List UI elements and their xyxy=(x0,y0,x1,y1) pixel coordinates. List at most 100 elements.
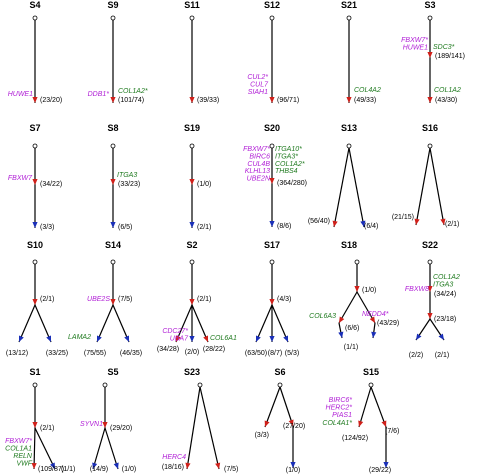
tree-edge xyxy=(104,427,119,470)
gene-label: SIAH1 xyxy=(248,89,268,96)
branch-arrowhead xyxy=(175,335,181,342)
root-node xyxy=(346,143,352,149)
gene-label: ITGA3 xyxy=(117,172,137,179)
branch-arrowhead xyxy=(290,462,296,468)
panel-s9: S9 (101/74) xyxy=(107,0,144,104)
branch-arrowhead xyxy=(189,179,195,185)
branch-count: (8/6) xyxy=(277,223,291,230)
branch-count: (1/0) xyxy=(122,466,136,473)
branch-count: (27/20) xyxy=(283,423,305,430)
gene-label: CDC27* xyxy=(162,328,188,335)
tree-edge xyxy=(370,386,387,428)
branch-count: (2/1) xyxy=(40,296,54,303)
root-node xyxy=(110,143,116,149)
gene-label: SDC3* xyxy=(433,44,455,51)
branch-count: (2/0) xyxy=(185,349,199,356)
panel-s8: S8 (33/23) (6/5) ITGA3 xyxy=(107,123,140,231)
branch-count: (189/141) xyxy=(435,53,465,60)
gene-label: COL1A1 xyxy=(5,446,32,453)
branch-arrowhead xyxy=(283,335,289,342)
root-node xyxy=(277,382,283,388)
gene-label: SYVN1 xyxy=(80,421,103,428)
branch-arrowhead xyxy=(264,420,270,427)
panel-title: S22 xyxy=(422,240,438,250)
panel-s22: S22 (34/24) (23/18) (2/2) (2/1) FBXW8 COL1A2IT… xyxy=(405,240,460,359)
tree-edge xyxy=(96,304,114,343)
root-node xyxy=(102,382,108,388)
branch-arrowhead xyxy=(416,333,422,340)
gene-label: FBXW7* xyxy=(401,37,428,44)
branch-arrowhead xyxy=(185,462,191,469)
branch-count: (23/18) xyxy=(434,316,456,323)
branch-count: (34/22) xyxy=(40,181,62,188)
root-node xyxy=(346,15,352,21)
branch-arrowhead xyxy=(427,97,433,103)
branch-arrowhead xyxy=(354,286,360,292)
branch-arrowhead xyxy=(269,336,275,342)
panel-s13: S13 (56/40) (6/4) xyxy=(308,123,379,230)
branch-arrowhead xyxy=(383,462,389,468)
gene-label: FBXW7* xyxy=(243,146,270,153)
gene-label: FBXW8 xyxy=(405,286,429,293)
branch-arrowhead xyxy=(189,299,195,305)
branch-count: (96/71) xyxy=(277,97,299,104)
gene-label: UBE2N xyxy=(247,176,271,183)
branch-arrowhead xyxy=(255,335,261,342)
branch-count: (49/33) xyxy=(354,97,376,104)
panel-title: S7 xyxy=(29,123,40,133)
tree-edge xyxy=(358,386,372,428)
branch-arrowhead xyxy=(381,420,387,427)
branch-arrowhead xyxy=(269,299,275,305)
gene-label: CUL2* xyxy=(247,74,268,81)
panel-s21: S21 (49/33) xyxy=(341,0,376,104)
branch-arrowhead xyxy=(31,462,37,469)
root-node xyxy=(32,259,38,265)
panel-title: S19 xyxy=(184,123,200,133)
gene-label: COL1A2 xyxy=(433,274,460,281)
tree-edge xyxy=(271,304,289,343)
gene-label: ITGA3* xyxy=(275,153,298,160)
branch-count: (2/1) xyxy=(197,224,211,231)
branch-arrowhead xyxy=(427,313,433,319)
panel-title: S14 xyxy=(105,240,121,250)
root-node xyxy=(189,259,195,265)
branch-arrowhead xyxy=(189,222,195,228)
branch-count: (29/20) xyxy=(110,425,132,432)
branch-arrowhead xyxy=(427,52,433,58)
gene-label: COL4A2 xyxy=(354,87,381,94)
panel-s4: S4 (23/20) xyxy=(29,0,62,104)
branch-count: (6/4) xyxy=(364,223,378,230)
branch-arrowhead xyxy=(369,316,375,323)
branch-count: (8/7) xyxy=(268,350,282,357)
panel-title: S11 xyxy=(184,0,200,10)
tree-edge xyxy=(92,427,106,470)
panel-title: S20 xyxy=(264,123,280,133)
branch-arrowhead xyxy=(96,335,102,342)
branch-count: (34/24) xyxy=(434,291,456,298)
root-node xyxy=(354,259,360,265)
panel-title: S1 xyxy=(29,367,40,377)
branch-count: (29/22) xyxy=(369,467,391,474)
panel-s12: S12 (96/71) xyxy=(264,0,299,104)
branch-count: (1/0) xyxy=(286,467,300,474)
branch-count: (1/1) xyxy=(61,466,75,473)
root-node xyxy=(427,259,433,265)
panel-title: S23 xyxy=(184,367,200,377)
branch-count: (33/25) xyxy=(46,350,68,357)
branch-arrowhead xyxy=(215,462,221,469)
gene-label: COL6A3 xyxy=(309,313,336,320)
branch-arrowhead xyxy=(269,178,275,184)
branch-arrowhead xyxy=(360,220,366,227)
panel-s10: S10 (2/1) (13/12) (33/25) xyxy=(6,240,68,357)
branch-count: (14/9) xyxy=(90,466,108,473)
branch-count: (75/55) xyxy=(84,350,106,357)
gene-label: PIAS1 xyxy=(332,412,352,419)
panel-s5: S5 (29/20) (14/9) (1/0) SYVN1 xyxy=(80,367,136,473)
gene-label: FBXW7* xyxy=(5,438,32,445)
branch-arrowhead xyxy=(427,286,433,292)
gene-label: LAMA2 xyxy=(68,334,91,341)
panel-s16: S16 (21/15) (2/1) xyxy=(392,123,460,228)
gene-label: COL1A2* xyxy=(275,161,305,168)
root-node xyxy=(427,15,433,21)
tree-edge xyxy=(175,304,193,343)
